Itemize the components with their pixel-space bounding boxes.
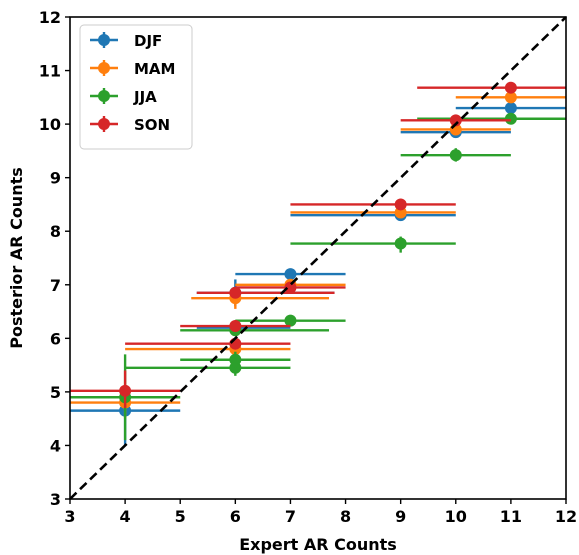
legend-label-jja: JJA: [133, 88, 157, 106]
legend-marker-jja: [98, 90, 110, 102]
son-point-2: [229, 320, 242, 333]
x-axis-label: Expert AR Counts: [239, 535, 397, 554]
x-tick-label-10: 10: [445, 507, 467, 526]
mam-point-6: [504, 91, 517, 104]
y-tick-label-11: 11: [39, 62, 61, 81]
y-tick-label-9: 9: [50, 169, 61, 188]
x-tick-label-5: 5: [175, 507, 186, 526]
plot-frame: [69, 16, 567, 500]
x-tick-label-11: 11: [500, 507, 522, 526]
x-tick-label-3: 3: [64, 507, 75, 526]
x-axis: 3 4 5 6 7 8 9 10 11 12: [64, 499, 577, 526]
series-djf: [70, 102, 566, 446]
x-tick-label-9: 9: [395, 507, 406, 526]
legend-box: [79, 24, 193, 150]
jja-point-4: [284, 314, 297, 327]
reference-diagonal-line: [69, 16, 567, 500]
legend: DJF MAM JJA SON: [79, 24, 193, 150]
son-point-5: [394, 198, 407, 211]
legend-marker-djf: [98, 34, 110, 46]
y-tick-label-5: 5: [50, 383, 61, 402]
plot-marks: [70, 81, 566, 446]
legend-item-son: SON: [90, 116, 170, 134]
legend-item-djf: DJF: [90, 32, 162, 50]
y-tick-label-4: 4: [50, 436, 61, 455]
y-tick-label-6: 6: [50, 329, 61, 348]
y-axis-label: Posterior AR Counts: [7, 167, 26, 349]
djf-point-3: [284, 268, 297, 281]
jja-point-7: [504, 112, 517, 125]
son-point-6: [449, 114, 462, 127]
legend-label-djf: DJF: [134, 32, 162, 50]
jja-point-5: [394, 237, 407, 250]
y-tick-label-12: 12: [39, 8, 61, 27]
y-axis: 3 4 5 6 7 8 9 10 11 12: [39, 8, 70, 509]
y-tick-label-8: 8: [50, 222, 61, 241]
legend-item-mam: MAM: [90, 60, 175, 78]
x-tick-label-7: 7: [285, 507, 296, 526]
x-tick-label-6: 6: [230, 507, 241, 526]
legend-item-jja: JJA: [90, 88, 157, 106]
series-son: [70, 81, 566, 408]
y-tick-label-10: 10: [39, 115, 61, 134]
son-point-3: [229, 286, 242, 299]
x-tick-label-12: 12: [555, 507, 577, 526]
legend-label-mam: MAM: [134, 60, 175, 78]
jja-point-2: [229, 353, 242, 366]
y-tick-label-3: 3: [50, 490, 61, 509]
x-tick-label-8: 8: [340, 507, 351, 526]
jja-point-6: [449, 149, 462, 162]
series-jja: [70, 112, 566, 441]
legend-marker-mam: [98, 62, 110, 74]
x-tick-label-4: 4: [120, 507, 131, 526]
son-point-0: [119, 384, 132, 397]
djf-point-6: [504, 102, 517, 115]
y-tick-label-7: 7: [50, 276, 61, 295]
legend-marker-son: [98, 118, 110, 130]
son-point-7: [504, 81, 517, 94]
legend-label-son: SON: [134, 116, 170, 134]
son-point-4: [284, 281, 297, 294]
